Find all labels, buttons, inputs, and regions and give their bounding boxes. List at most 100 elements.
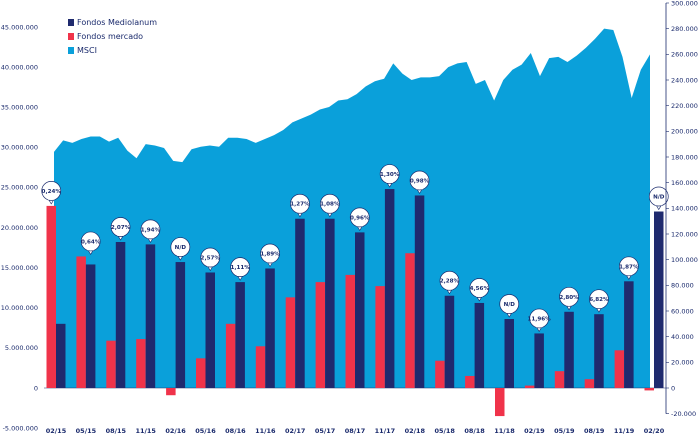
rate-label: 0,96% <box>350 215 370 221</box>
bar-fondos-mercado <box>46 205 56 388</box>
rate-label: 2,07% <box>111 225 131 231</box>
right-axis-tick-label: 280.000 <box>671 25 698 33</box>
bar-fondos-mercado <box>345 274 355 388</box>
left-axis-tick-label: 10.000.000 <box>1 304 38 312</box>
right-axis-tick-label: 220.000 <box>671 102 698 110</box>
bar-fondos-mercado <box>255 346 266 388</box>
rate-label: 0,64% <box>81 239 101 245</box>
rate-label: 2,57% <box>201 255 221 261</box>
x-axis-tick-label: 08/16 <box>225 427 246 435</box>
bar-fondos-mediolanum <box>534 333 544 388</box>
rate-label: 1,87% <box>619 264 639 270</box>
bar-fondos-mercado <box>465 375 475 388</box>
bar-fondos-mediolanum <box>564 311 574 388</box>
bar-fondos-mercado <box>225 323 236 388</box>
x-axis-tick-label: 02/16 <box>165 427 186 435</box>
x-axis-tick-label: 11/15 <box>135 427 156 435</box>
rate-label: 1,11% <box>230 265 250 271</box>
bar-fondos-mercado <box>524 385 535 388</box>
bar-fondos-mediolanum <box>654 211 664 388</box>
left-axis-tick-label: 5.000.000 <box>5 344 38 352</box>
x-axis-tick-label: 02/15 <box>46 427 67 435</box>
left-axis-tick-label: 35.000.000 <box>1 104 38 112</box>
rate-label: 0,98% <box>410 178 430 184</box>
bar-fondos-mercado <box>584 379 595 388</box>
bar-fondos-mercado <box>375 286 385 388</box>
rate-bubble: 1,11% <box>230 257 250 281</box>
bar-fondos-mercado <box>644 388 654 391</box>
rate-bubble: 2,07% <box>110 217 131 241</box>
x-axis-tick-label: 02/18 <box>405 427 426 435</box>
rate-label: 1,08% <box>320 202 340 208</box>
bar-fondos-mercado <box>76 256 86 388</box>
rate-bubble: 2,57% <box>200 247 221 272</box>
legend-label: MSCI <box>77 46 97 55</box>
bar-fondos-mercado <box>106 340 116 388</box>
bar-fondos-mercado <box>166 388 176 396</box>
rate-bubble: 11,96% <box>527 308 551 333</box>
rate-label: 0,24% <box>42 189 62 195</box>
bar-fondos-mediolanum <box>145 244 156 388</box>
rate-bubble: 1,30% <box>379 164 400 188</box>
right-axis-tick-label: 100.000 <box>671 256 698 264</box>
rate-label: N/D <box>504 302 516 308</box>
rate-bubble: 1,08% <box>320 193 340 218</box>
x-axis-tick-label: 11/18 <box>494 427 515 435</box>
x-axis-tick-label: 08/15 <box>106 427 127 435</box>
x-axis-tick-label: 05/17 <box>315 427 335 435</box>
left-axis-tick-label: -5.000.000 <box>3 424 38 432</box>
bar-fondos-mercado <box>136 339 146 388</box>
rate-bubble: N/D <box>648 186 669 211</box>
rate-bubble: 0,96% <box>349 207 370 231</box>
x-axis-tick-label: 02/20 <box>644 427 665 435</box>
x-axis-tick-label: 08/19 <box>584 427 605 435</box>
rate-label: 1,30% <box>380 172 400 178</box>
rate-bubble: 0,64% <box>80 231 101 256</box>
legend-label: Fondos mercado <box>77 32 143 41</box>
legend-swatch <box>68 47 74 54</box>
x-axis-tick-label: 02/19 <box>524 427 545 435</box>
left-axis-tick-label: 40.000.000 <box>1 63 38 71</box>
right-axis-tick-label: 20.000 <box>671 359 694 367</box>
left-axis-tick-label: 30.000.000 <box>1 144 38 152</box>
x-axis-tick-label: 02/17 <box>285 427 305 435</box>
x-axis-tick-label: 08/18 <box>464 427 485 435</box>
legend-swatch <box>68 19 74 26</box>
right-axis-tick-label: 0 <box>671 384 675 392</box>
x-axis: 02/15 05/15 08/15 11/15 02/16 05/16 08/16 11/16… <box>46 427 665 435</box>
x-axis-tick-label: 05/16 <box>195 427 216 435</box>
legend-label: Fondos Mediolanum <box>77 18 157 27</box>
rate-label: 11,96% <box>527 316 551 322</box>
rate-bubble: 1,87% <box>618 256 639 280</box>
rate-label: 1,27% <box>290 202 310 208</box>
rate-bubble: N/D <box>170 237 191 261</box>
bar-fondos-mediolanum <box>85 264 96 388</box>
bar-fondos-mercado <box>285 297 296 388</box>
legend-swatch <box>68 33 74 40</box>
bar-fondos-mediolanum <box>205 272 215 388</box>
bar-fondos-mediolanum <box>444 295 455 388</box>
right-axis-tick-label: -20.000 <box>671 410 696 418</box>
bar-fondos-mercado <box>405 253 415 388</box>
x-axis-tick-label: 08/17 <box>345 427 365 435</box>
rate-bubble: 6,82% <box>589 289 609 313</box>
rate-bubble: 0,24% <box>41 181 62 205</box>
left-axis-tick-label: 15.000.000 <box>1 264 38 272</box>
right-axis-tick-label: 260.000 <box>671 51 698 59</box>
bar-fondos-mediolanum <box>414 195 425 388</box>
rate-bubble: 1,89% <box>260 243 280 268</box>
bar-fondos-mercado <box>315 282 326 388</box>
rate-bubble: 4,56% <box>469 278 490 302</box>
right-axis-tick-label: 60.000 <box>671 307 694 315</box>
msci-area-layer <box>54 28 650 388</box>
bars-layer <box>46 189 664 417</box>
rate-label: 6,82% <box>589 297 609 303</box>
rate-bubble: 0,98% <box>409 170 430 195</box>
rate-label: 4,56% <box>470 286 490 292</box>
x-axis-tick-label: 05/15 <box>76 427 97 435</box>
rate-label: N/D <box>653 195 665 201</box>
right-axis-tick-label: 140.000 <box>671 205 698 213</box>
right-axis-tick-label: 180.000 <box>671 153 698 161</box>
left-axis-tick-label: 45.000.000 <box>1 23 38 31</box>
